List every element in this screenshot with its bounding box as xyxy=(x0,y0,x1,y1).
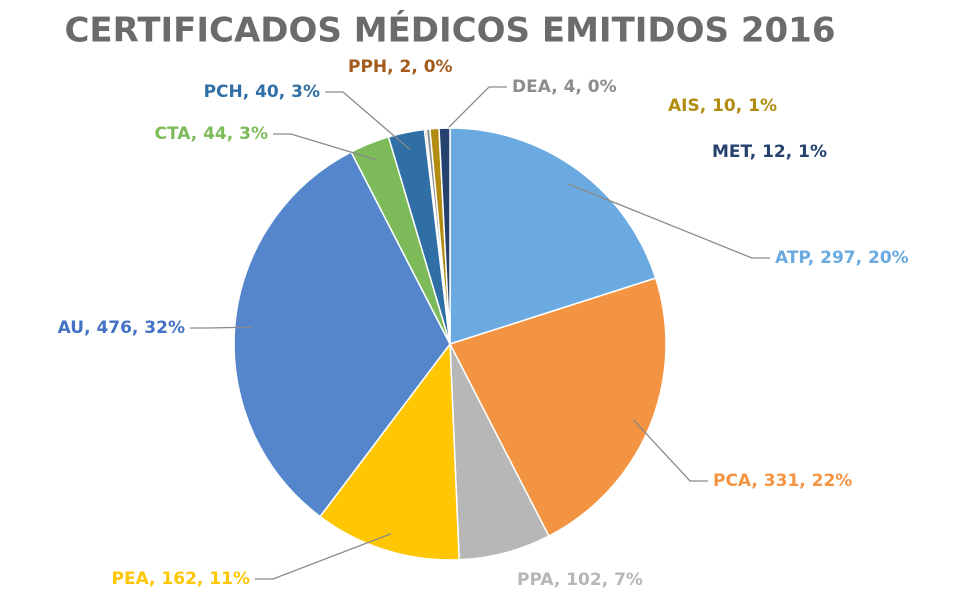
data-label: PCA, 331, 22% xyxy=(713,471,852,491)
data-label: AU, 476, 32% xyxy=(58,318,185,338)
pie-slice xyxy=(233,150,451,518)
leader-line xyxy=(566,182,770,259)
pie-slice xyxy=(448,277,667,538)
data-label: PPH, 2, 0% xyxy=(348,57,453,77)
leader-line xyxy=(325,91,411,150)
pie-slice xyxy=(438,127,451,345)
data-label: ATP, 297, 20% xyxy=(775,248,909,268)
leader-line xyxy=(255,533,392,580)
data-label: PEA, 162, 11% xyxy=(112,569,250,589)
chart-title: CERTIFICADOS MÉDICOS EMITIDOS 2016 xyxy=(64,10,835,51)
pie-slice xyxy=(449,127,657,346)
leader-line xyxy=(633,419,708,482)
leader-line xyxy=(273,133,377,161)
leader-line xyxy=(190,326,253,329)
data-label: AIS, 10, 1% xyxy=(668,96,777,116)
data-label: DEA, 4, 0% xyxy=(512,77,617,97)
data-label: PCH, 40, 3% xyxy=(204,82,320,102)
leader-line xyxy=(429,86,507,147)
data-label: PPA, 102, 7% xyxy=(517,570,643,590)
pie-slice xyxy=(319,341,460,561)
data-label: CTA, 44, 3% xyxy=(155,124,269,144)
data-label: MET, 12, 1% xyxy=(712,142,827,162)
